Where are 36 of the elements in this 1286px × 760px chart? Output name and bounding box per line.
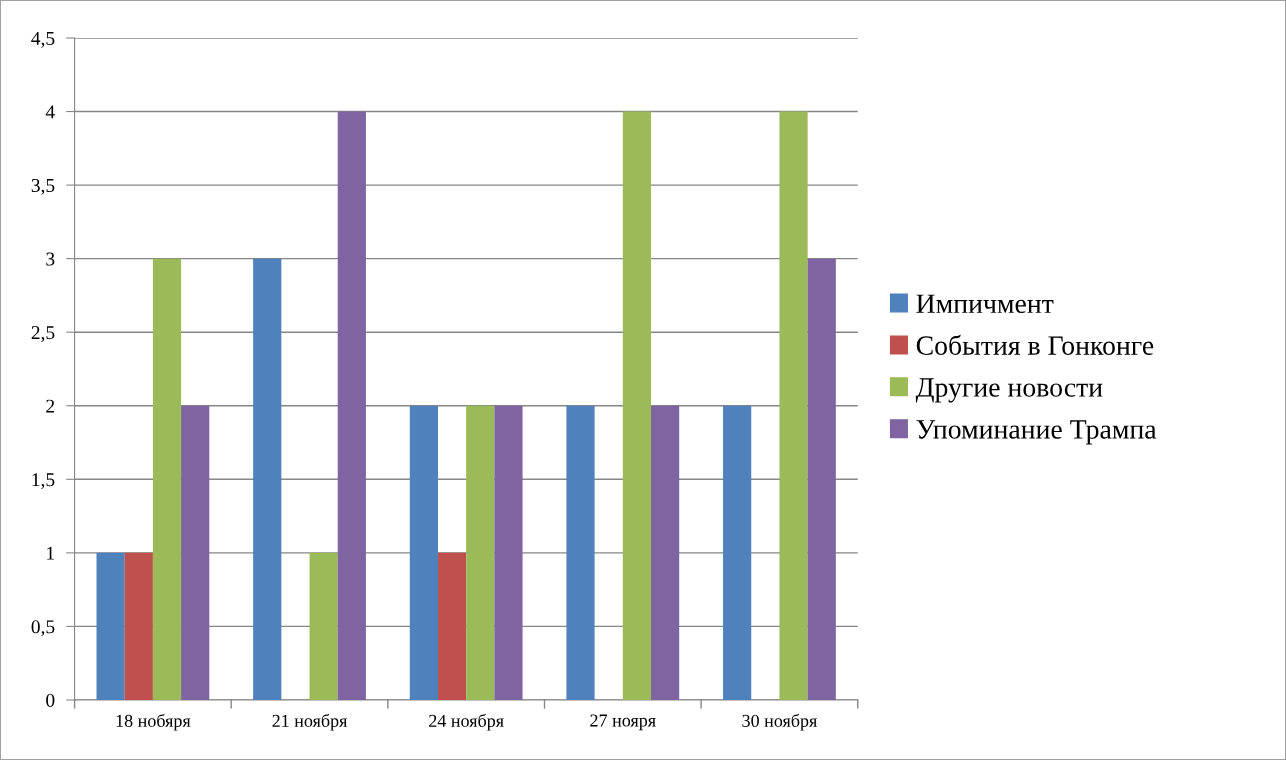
bar: [253, 258, 282, 700]
x-tick-label: 24 ноября: [429, 713, 504, 731]
y-tick-label: 0: [46, 693, 55, 707]
bar: [622, 111, 651, 700]
bar: [96, 552, 125, 700]
bar: [181, 405, 210, 700]
bar: [409, 405, 438, 700]
bar: [651, 405, 680, 700]
bar: [494, 405, 523, 700]
x-tick-label: 27 нояря: [590, 714, 656, 731]
y-tick-label: 2,5: [31, 326, 55, 342]
legend-label: Упоминание Трампа: [916, 420, 1157, 445]
y-tick-label: 4: [45, 105, 55, 119]
y-tick-label: 4,5: [31, 31, 55, 48]
bar: [723, 405, 752, 700]
y-tick-label: 3,5: [31, 178, 55, 195]
legend-label: Другие новости: [915, 378, 1103, 403]
x-tick-label: 21 ноября: [272, 713, 348, 731]
y-tick-label: 2: [46, 399, 55, 413]
bar: [437, 552, 467, 700]
legend-label: Импичмент: [916, 294, 1054, 314]
y-tick-label: 0,5: [31, 620, 55, 637]
legend-label: События в Гонконге: [916, 334, 1154, 355]
bar: [779, 111, 808, 700]
bar: [466, 405, 495, 700]
bar: [807, 258, 836, 700]
y-tick-label: 3: [46, 252, 55, 266]
y-tick-label: 1: [47, 546, 54, 560]
x-tick-label: 18 нобяря: [116, 713, 191, 731]
bar: [309, 552, 338, 700]
bar: [152, 258, 182, 700]
y-tick-label: 1,5: [32, 473, 55, 490]
bar: [566, 405, 595, 700]
bar: [337, 111, 366, 700]
x-tick-label: 30 ноября: [742, 713, 817, 731]
bar: [124, 552, 153, 700]
